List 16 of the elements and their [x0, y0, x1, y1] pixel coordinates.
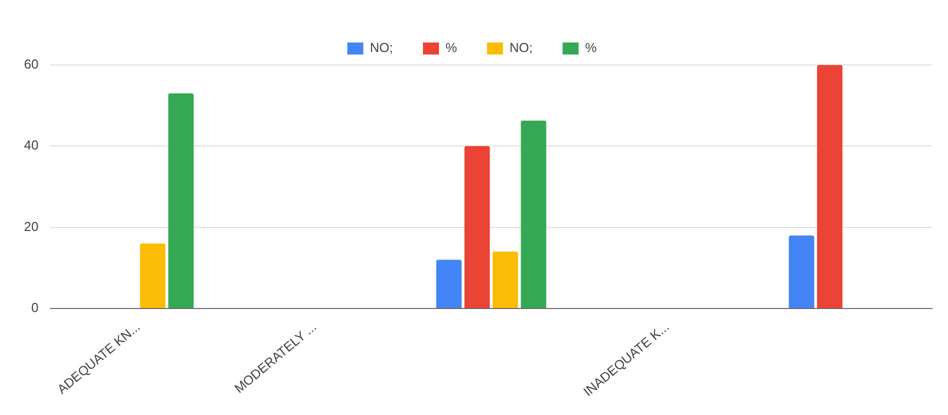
y-tick-label: 60 — [24, 56, 38, 72]
legend-label: % — [585, 40, 598, 56]
y-tick-label: 40 — [24, 138, 38, 153]
legend-label: NO; — [510, 40, 533, 56]
legend-label: % — [445, 40, 458, 56]
bar — [817, 65, 842, 308]
bar — [520, 120, 546, 308]
bar — [436, 260, 462, 308]
bar — [464, 146, 490, 308]
legend-label: NO; — [370, 40, 393, 56]
bar — [788, 235, 814, 308]
bar — [168, 93, 194, 308]
y-tick-label: 0 — [31, 300, 38, 316]
bar — [140, 244, 166, 308]
bar — [492, 252, 518, 308]
y-tick-label: 20 — [24, 218, 38, 234]
